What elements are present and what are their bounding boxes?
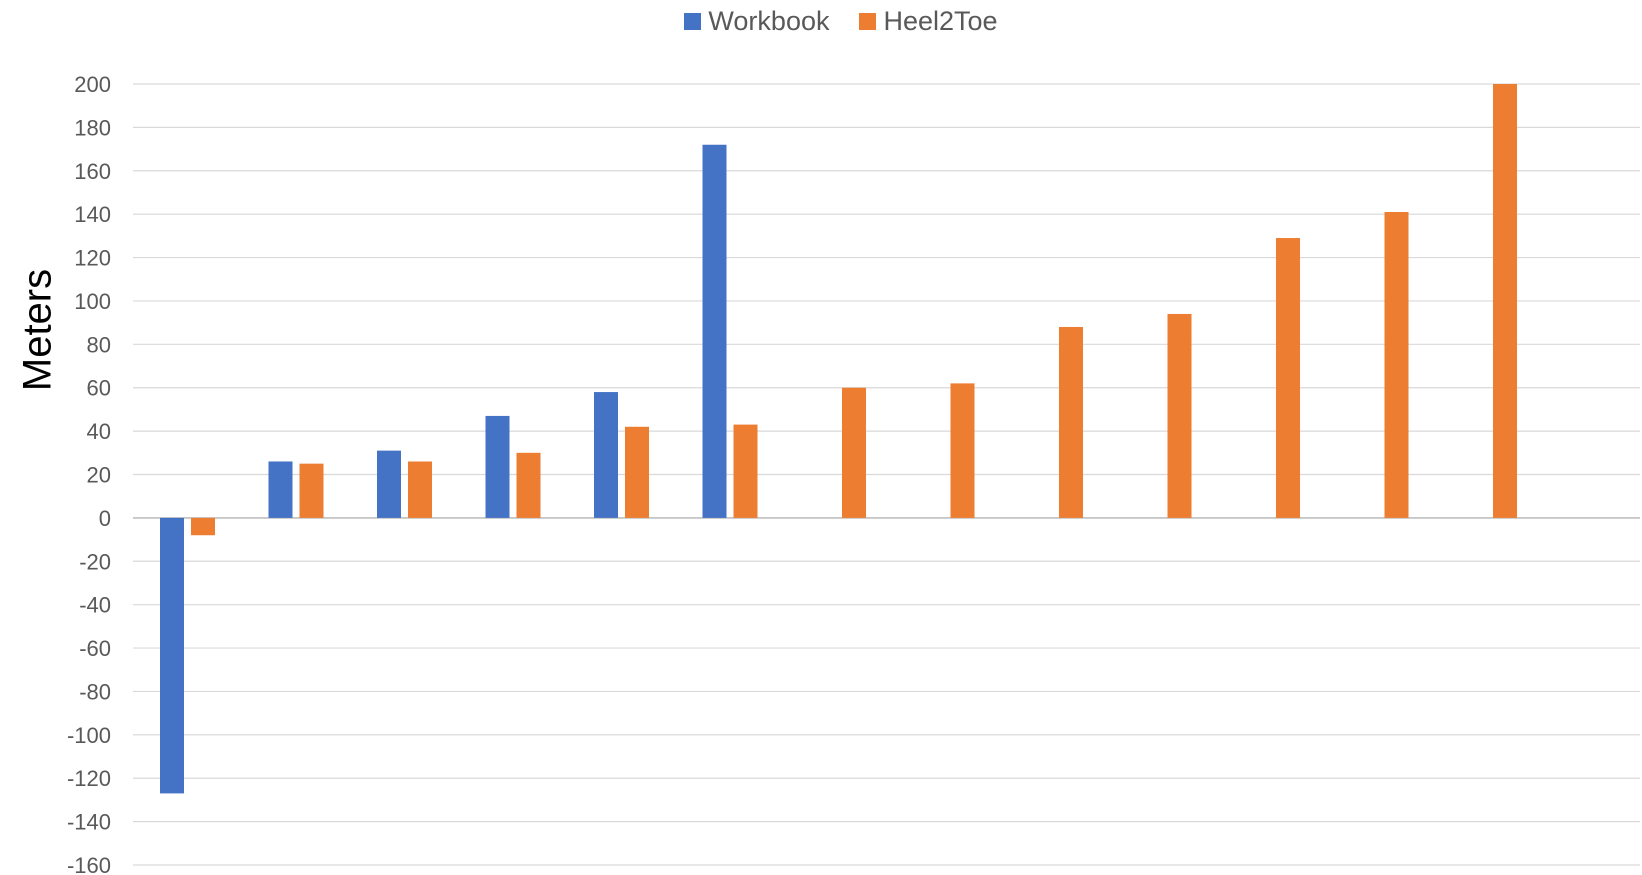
y-tick-label: 60 — [87, 376, 111, 401]
y-tick-label: 40 — [87, 419, 111, 444]
bar-heel2toe — [1276, 238, 1300, 518]
y-tick-label: -40 — [79, 593, 111, 618]
legend-label-heel2toe: Heel2Toe — [883, 6, 998, 36]
bar-heel2toe — [299, 463, 324, 518]
legend-swatch-heel2toe — [859, 13, 877, 30]
y-tick-label: -140 — [67, 810, 111, 835]
bar-heel2toe — [1384, 211, 1409, 518]
bar-heel2toe — [1493, 84, 1517, 518]
y-tick-label: 0 — [99, 506, 111, 531]
legend-item-workbook: Workbook — [684, 6, 829, 37]
bar-workbook — [377, 450, 401, 518]
bar-heel2toe — [1167, 313, 1192, 518]
bar-heel2toe — [842, 387, 866, 518]
legend-item-heel2toe: Heel2Toe — [859, 6, 998, 37]
bar-heel2toe — [625, 426, 649, 518]
y-tick-label: -100 — [67, 723, 111, 748]
y-tick-label: 80 — [87, 332, 111, 357]
y-tick-label: 140 — [74, 202, 111, 227]
bar-workbook — [702, 144, 727, 518]
legend-swatch-workbook — [684, 13, 702, 30]
bar-heel2toe — [516, 452, 541, 518]
y-tick-label: -120 — [67, 766, 111, 791]
legend-label-workbook: Workbook — [708, 6, 830, 36]
y-tick-label: 200 — [74, 72, 111, 97]
bar-heel2toe — [950, 383, 975, 518]
bar-workbook — [485, 415, 510, 518]
bar-heel2toe — [1059, 326, 1083, 518]
y-tick-label: -80 — [79, 679, 111, 704]
legend: Workbook Heel2Toe — [0, 6, 1642, 37]
bar-heel2toe — [191, 517, 215, 536]
y-tick-label: 160 — [74, 159, 111, 184]
y-tick-label: -160 — [67, 853, 111, 875]
bar-workbook — [594, 392, 618, 518]
bar-heel2toe — [733, 424, 758, 518]
bar-workbook — [268, 461, 293, 518]
y-tick-label: -60 — [79, 636, 111, 661]
y-tick-label: -20 — [79, 549, 111, 574]
y-tick-label: 180 — [74, 115, 111, 140]
bar-workbook — [160, 517, 184, 794]
y-tick-label: 120 — [74, 246, 111, 271]
bar-heel2toe — [408, 461, 432, 518]
y-tick-label: 100 — [74, 289, 111, 314]
y-tick-label: 20 — [87, 463, 111, 488]
